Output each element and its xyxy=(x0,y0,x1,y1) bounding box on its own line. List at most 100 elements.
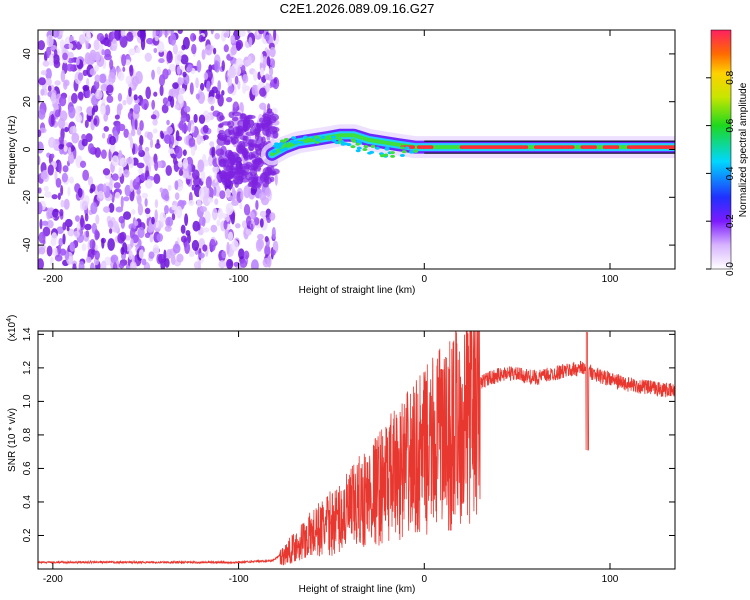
spectrogram-track-blob xyxy=(355,142,361,146)
spectrogram-noise-blob xyxy=(93,39,100,51)
spectrogram-noise-blob xyxy=(60,199,65,208)
spectrogram-noise-blob xyxy=(255,200,259,210)
spectrogram-noise-blob xyxy=(95,214,100,225)
spectrogram-noise-blob xyxy=(109,135,116,146)
spectrogram-noise-blob xyxy=(185,230,191,236)
snr-x-tick-label: -200 xyxy=(43,574,63,585)
spectrogram-noise-blob xyxy=(94,229,99,241)
spectrogram-noise-blob xyxy=(159,212,167,223)
spectrogram-track-blob xyxy=(298,140,304,144)
spectrogram-noise-blob xyxy=(116,122,121,135)
spectrogram-noise-blob xyxy=(223,32,228,38)
spectrogram-noise-blob xyxy=(239,135,248,141)
spectrogram-noise-blob xyxy=(67,153,75,164)
spectrogram-noise-blob xyxy=(200,206,208,213)
spectrogram-noise-blob xyxy=(53,49,58,57)
spectrogram-noise-blob xyxy=(174,104,180,110)
spectrogram-track-blob xyxy=(370,144,376,148)
spectrogram-noise-blob xyxy=(130,128,136,137)
spectrogram-noise-blob xyxy=(234,75,239,85)
spectrogram-noise-blob xyxy=(223,220,228,230)
spectrogram-noise-blob xyxy=(85,256,92,263)
spectrogram-noise-blob xyxy=(219,172,224,180)
spectrogram-noise-blob xyxy=(105,104,111,116)
spectrogram-noise-blob xyxy=(150,114,157,120)
spectrogram-noise-blob xyxy=(172,243,181,254)
spectrogram-noise-blob xyxy=(98,73,107,84)
spectrogram-noise-blob xyxy=(161,104,169,114)
spectrogram-noise-blob xyxy=(259,87,267,97)
spectrogram-noise-blob xyxy=(253,173,259,183)
spectrogram-track-blob xyxy=(275,144,281,148)
spectrogram-noise-blob xyxy=(271,226,276,240)
spectrogram-noise-blob xyxy=(184,241,191,255)
spectrogram-noise-blob xyxy=(113,30,122,41)
spectrogram-x-axis-label: Height of straight line (km) xyxy=(299,285,416,296)
spectrogram-noise-blob xyxy=(59,208,64,217)
spectrogram-noise-blob xyxy=(218,155,225,164)
spectrogram-noise-blob xyxy=(168,63,176,72)
spectrogram-noise-blob xyxy=(259,218,264,228)
spectrogram-noise-blob xyxy=(109,59,114,70)
spectrogram-noise-blob xyxy=(169,33,177,46)
spectrogram-noise-blob xyxy=(60,185,64,196)
spectrogram-noise-blob xyxy=(191,239,200,251)
spectrogram-noise-blob xyxy=(85,31,92,42)
spectrogram-noise-blob xyxy=(129,179,134,193)
spectrogram-noise-blob xyxy=(67,51,74,60)
spectrogram-noise-blob xyxy=(207,96,216,105)
spectrogram-noise-blob xyxy=(115,206,124,213)
spectrogram-noise-blob xyxy=(158,58,165,64)
spectrogram-noise-blob xyxy=(131,209,136,215)
spectrogram-noise-blob xyxy=(75,157,81,164)
spectrogram-noise-blob xyxy=(122,99,127,106)
spectrogram-noise-blob xyxy=(58,161,62,174)
colorbar-tick-label: 0.2 xyxy=(725,214,736,228)
spectrogram-noise-blob xyxy=(206,80,211,92)
spectrogram-noise-blob xyxy=(207,197,214,203)
spectrogram-noise-blob xyxy=(47,164,54,176)
spectrogram-noise-blob xyxy=(266,255,272,268)
spectrogram-noise-blob xyxy=(48,54,54,66)
spectrogram-noise-blob xyxy=(239,202,243,210)
spectrogram-noise-blob xyxy=(167,148,175,154)
spectrogram-noise-blob xyxy=(231,190,237,197)
spectrogram-noise-blob xyxy=(167,184,172,192)
spectrogram-noise-blob xyxy=(238,248,245,260)
spectrogram-noise-blob xyxy=(215,93,221,100)
spectrogram-noise-blob xyxy=(246,114,253,120)
spectrogram-noise-blob xyxy=(59,248,67,256)
spectrogram-y-ticks: -40 -20 0 20 40 xyxy=(22,48,675,252)
spectrogram-noise-blob xyxy=(200,170,206,182)
spectrogram-noise-blob xyxy=(170,87,176,99)
spectrogram-noise-blob xyxy=(131,76,139,88)
spectrogram-noise-blob xyxy=(123,128,129,138)
spectrogram-noise-blob xyxy=(172,200,178,206)
spectrogram-track-blob xyxy=(283,147,289,151)
spectrogram-noise-blob xyxy=(100,149,107,160)
spectrogram-noise-blob xyxy=(223,139,231,146)
spectrogram-noise-blob xyxy=(177,30,183,35)
spectrogram-noise-blob xyxy=(188,163,192,176)
spectrogram-track-blob xyxy=(408,150,414,154)
spectrogram-noise-blob xyxy=(69,241,76,252)
spectrogram-noise-blob xyxy=(85,230,90,238)
spectrogram-noise-blob xyxy=(129,64,134,77)
spectrogram-noise-blob xyxy=(89,239,96,250)
spectrogram-noise-blob xyxy=(58,143,64,150)
snr-x-tick-label: 0 xyxy=(422,574,428,585)
spectrogram-noise-blob xyxy=(146,131,153,141)
spectrogram-noise-blob xyxy=(123,196,130,202)
spectrogram-noise-blob xyxy=(104,53,112,61)
spectrogram-noise-blob xyxy=(264,235,269,243)
spectrogram-noise-blob xyxy=(197,159,205,173)
spectrogram-noise-blob xyxy=(156,66,161,75)
snr-scale-note-close: ) xyxy=(7,315,18,318)
spectrogram-noise-blob xyxy=(54,170,58,182)
spectrogram-noise-blob xyxy=(174,180,179,191)
spectrogram-track-blob xyxy=(363,145,369,149)
spectrogram-noise-blob xyxy=(85,133,93,143)
spectrogram-noise-blob xyxy=(149,138,154,149)
spectrogram-noise-blob xyxy=(66,226,70,232)
